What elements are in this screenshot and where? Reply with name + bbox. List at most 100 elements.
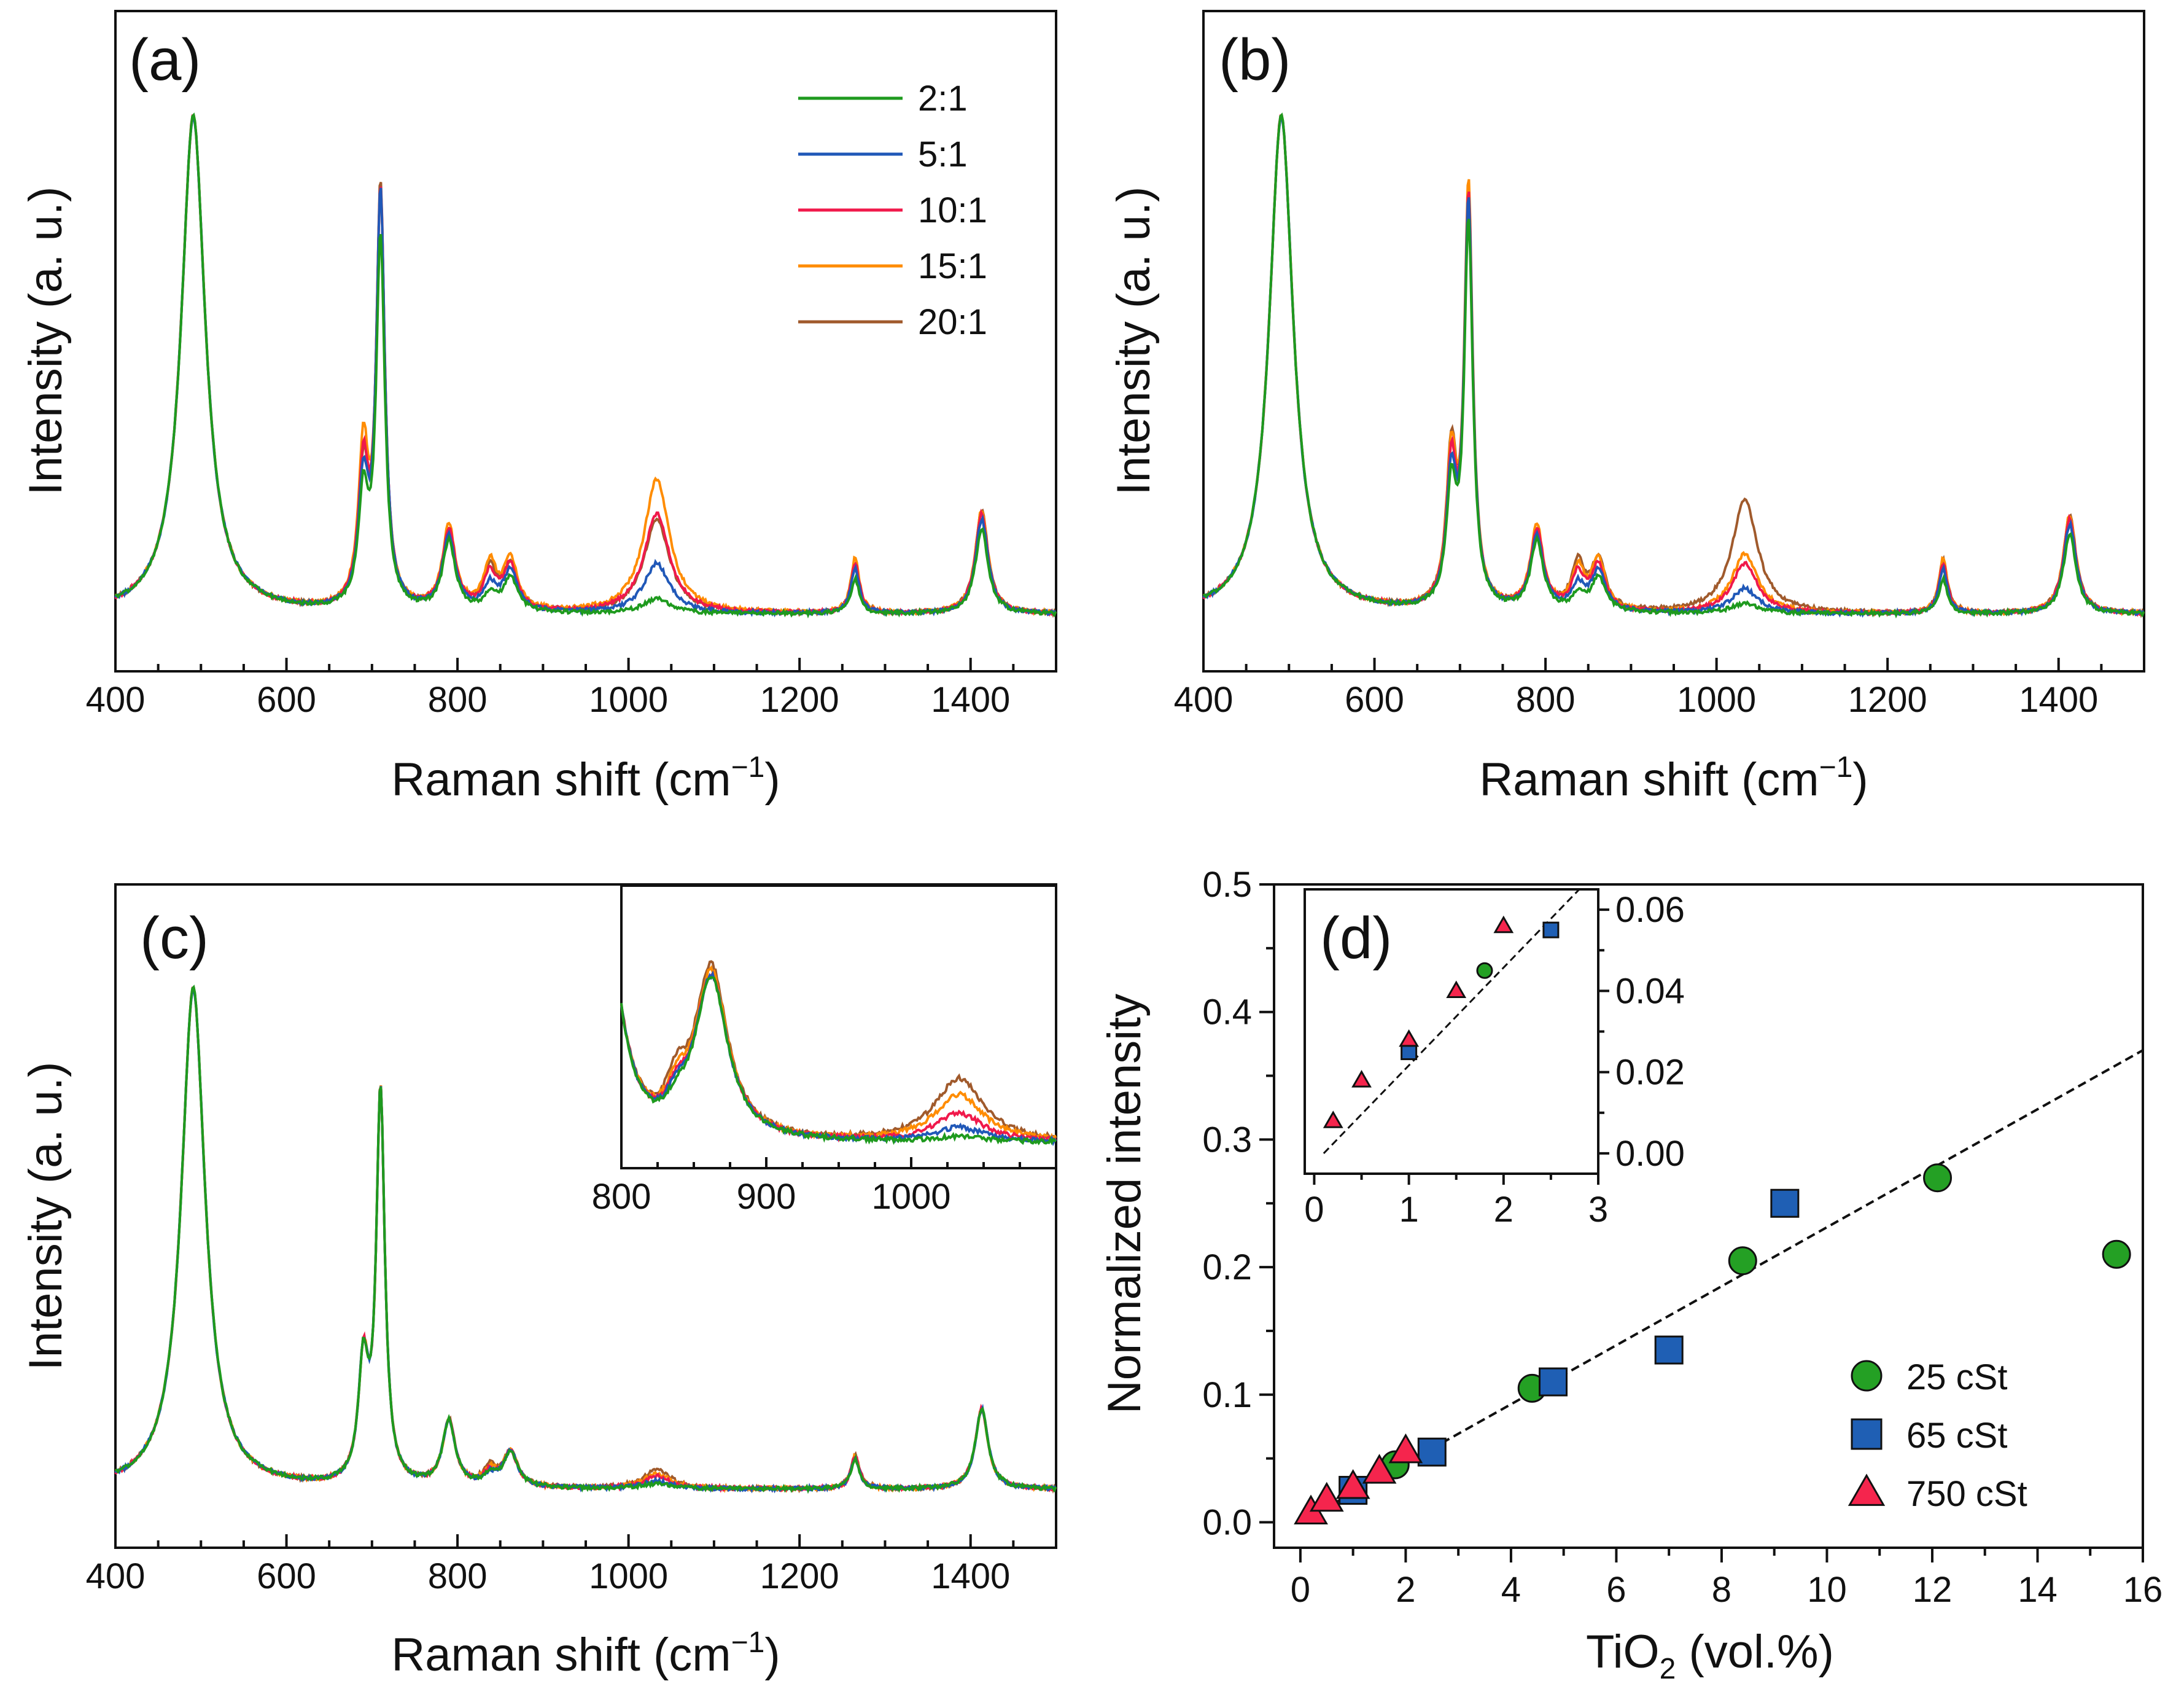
panel-a-label: (a) [129,27,201,93]
panel-d-inset-points [1323,915,1560,1128]
x-tick-label: 1400 [931,680,1010,720]
spectrum-15-1 [115,989,1057,1493]
y-tick-label: 0.4 [1202,993,1252,1032]
panel-d-y-label: Normalized intensity [1098,994,1151,1414]
x-tick-label: 400 [1174,680,1234,720]
inset-x-tick-label: 1 [1399,1190,1418,1230]
x-tick-label: 1000 [589,1556,668,1596]
legend-marker-65-cSt [1851,1418,1883,1450]
x-tick-label: 1400 [931,1556,1010,1596]
panel-b-spectra [1202,112,2145,619]
x-tick-label: 1000 [1677,680,1756,720]
inset-x-tick-label: 2 [1494,1190,1514,1230]
panel-d-points [1294,1163,2131,1525]
x-tick-label: 6 [1606,1570,1626,1610]
inset-x-tick-label: 1000 [871,1177,950,1217]
panel-d-inset-y-ticks: 0.00 0.02 0.04 0.06 [1598,890,1685,1174]
legend-marker-750-cSt [1848,1473,1886,1506]
inset-spectrum-2-1 [620,976,1057,1145]
inset-point-25-cSt [1476,962,1493,979]
panel-a-x-ticks: 400 600 800 1000 1200 1400 [86,658,1057,720]
point-750-cSt [1335,1469,1370,1499]
panel-c: 400 600 800 1000 1200 1400 (c) Intensity (a. … [20,883,1057,1681]
legend-label-25-cSt: 25 cSt [1906,1357,2007,1397]
x-tick-label: 4 [1501,1570,1521,1610]
legend-label-20-1: 20:1 [918,302,987,342]
spectrum-20-1 [115,114,1057,618]
inset-spectrum-15-1 [620,965,1057,1142]
y-tick-label: 0.1 [1202,1375,1252,1415]
panel-a-legend: 2:1 5:1 10:1 15:1 20:1 [798,79,987,342]
legend-label-2-1: 2:1 [918,79,968,119]
inset-y-tick-label: 0.00 [1615,1134,1685,1174]
point-65-cSt [1770,1188,1800,1218]
panel-c-inset-x-ticks: 800 900 1000 [592,1157,1057,1217]
panel-c-inset-spectra [620,960,1057,1147]
panel-d-label: (d) [1320,905,1392,971]
panel-d-x-label: TiO2 (vol.%) [1586,1626,1834,1685]
x-tick-label: 2 [1396,1570,1415,1610]
x-tick-label: 16 [2123,1570,2163,1610]
inset-point-750-cSt [1351,1070,1372,1088]
panel-d-y-ticks: 0.0 0.1 0.2 0.3 0.4 0.5 [1202,865,1274,1542]
spectrum-10-1 [114,986,1057,1493]
panel-d-x-ticks: 0 2 4 6 8 10 12 14 16 [1291,1548,2163,1610]
spectrum-20-1 [1203,114,2145,618]
panel-b-x-ticks: 400 600 800 1000 1200 1400 [1174,658,2145,720]
point-750-cSt [1362,1454,1397,1484]
inset-point-750-cSt [1323,1110,1343,1128]
x-tick-label: 12 [1913,1570,1953,1610]
point-65-cSt [1539,1367,1568,1397]
inset-y-tick-label: 0.02 [1615,1053,1685,1093]
x-tick-label: 600 [1345,680,1404,720]
point-65-cSt [1654,1335,1684,1365]
point-25-cSt [2102,1239,2131,1269]
legend-label-750-cSt: 750 cSt [1906,1474,2027,1514]
x-tick-label: 800 [428,1556,488,1596]
inset-x-tick-label: 900 [737,1177,796,1217]
inset-x-tick-label: 0 [1304,1190,1324,1230]
panel-c-y-label: Intensity (a. u.) [20,1062,72,1371]
y-tick-label: 0.5 [1202,865,1252,905]
y-tick-label: 0.2 [1202,1247,1252,1287]
x-tick-label: 1000 [589,680,668,720]
x-tick-label: 800 [428,680,488,720]
panel-a-spectra [114,112,1057,619]
x-tick-label: 1400 [2019,680,2098,720]
x-tick-label: 1200 [1848,680,1927,720]
panel-d-inset: 0 1 2 3 0.00 0.02 0.04 0.06 (d) [1304,888,1685,1230]
x-tick-label: 400 [86,680,146,720]
panel-c-inset-frame [620,884,1057,1169]
x-tick-label: 400 [86,1556,146,1596]
panel-c-x-ticks: 400 600 800 1000 1200 1400 [86,1534,1057,1596]
point-25-cSt [1728,1246,1757,1276]
spectrum-15-1 [115,117,1057,617]
y-tick-label: 0.0 [1202,1502,1252,1542]
x-tick-label: 1200 [760,680,839,720]
panel-d: 0 2 4 6 8 10 12 14 16 0.00.10.20.30.40.5 Normali… [1098,865,2163,1685]
inset-point-750-cSt [1493,915,1514,934]
panel-d-inset-x-ticks: 0 1 2 3 [1304,1174,1608,1230]
x-tick-label: 14 [2018,1570,2058,1610]
spectrum-20-1 [115,986,1057,1494]
x-tick-label: 8 [1712,1570,1731,1610]
spectrum-5-1 [1202,113,2145,618]
spectrum-5-1 [114,985,1057,1494]
panel-c-inset: 800 900 1000 [592,884,1057,1217]
panel-a-y-label: Intensity (a. u.) [20,187,72,496]
inset-y-tick-label: 0.04 [1615,971,1685,1011]
spectrum-10-1 [1202,114,2145,617]
panel-b-y-label: Intensity (a. u.) [1108,187,1160,496]
inset-fit-line [1323,888,1580,1154]
panel-a-frame [114,10,1057,673]
point-65-cSt [1417,1437,1447,1467]
panel-d-fit-line [1299,1049,2143,1524]
spectrum-2-1 [115,112,1057,619]
legend-label-10-1: 10:1 [918,190,987,230]
panel-d-frame [1273,883,2144,1549]
inset-point-65-cSt [1542,921,1560,938]
panel-d-inset-fit-line [1323,888,1580,1154]
x-tick-label: 10 [1807,1570,1847,1610]
inset-point-750-cSt [1446,980,1467,999]
